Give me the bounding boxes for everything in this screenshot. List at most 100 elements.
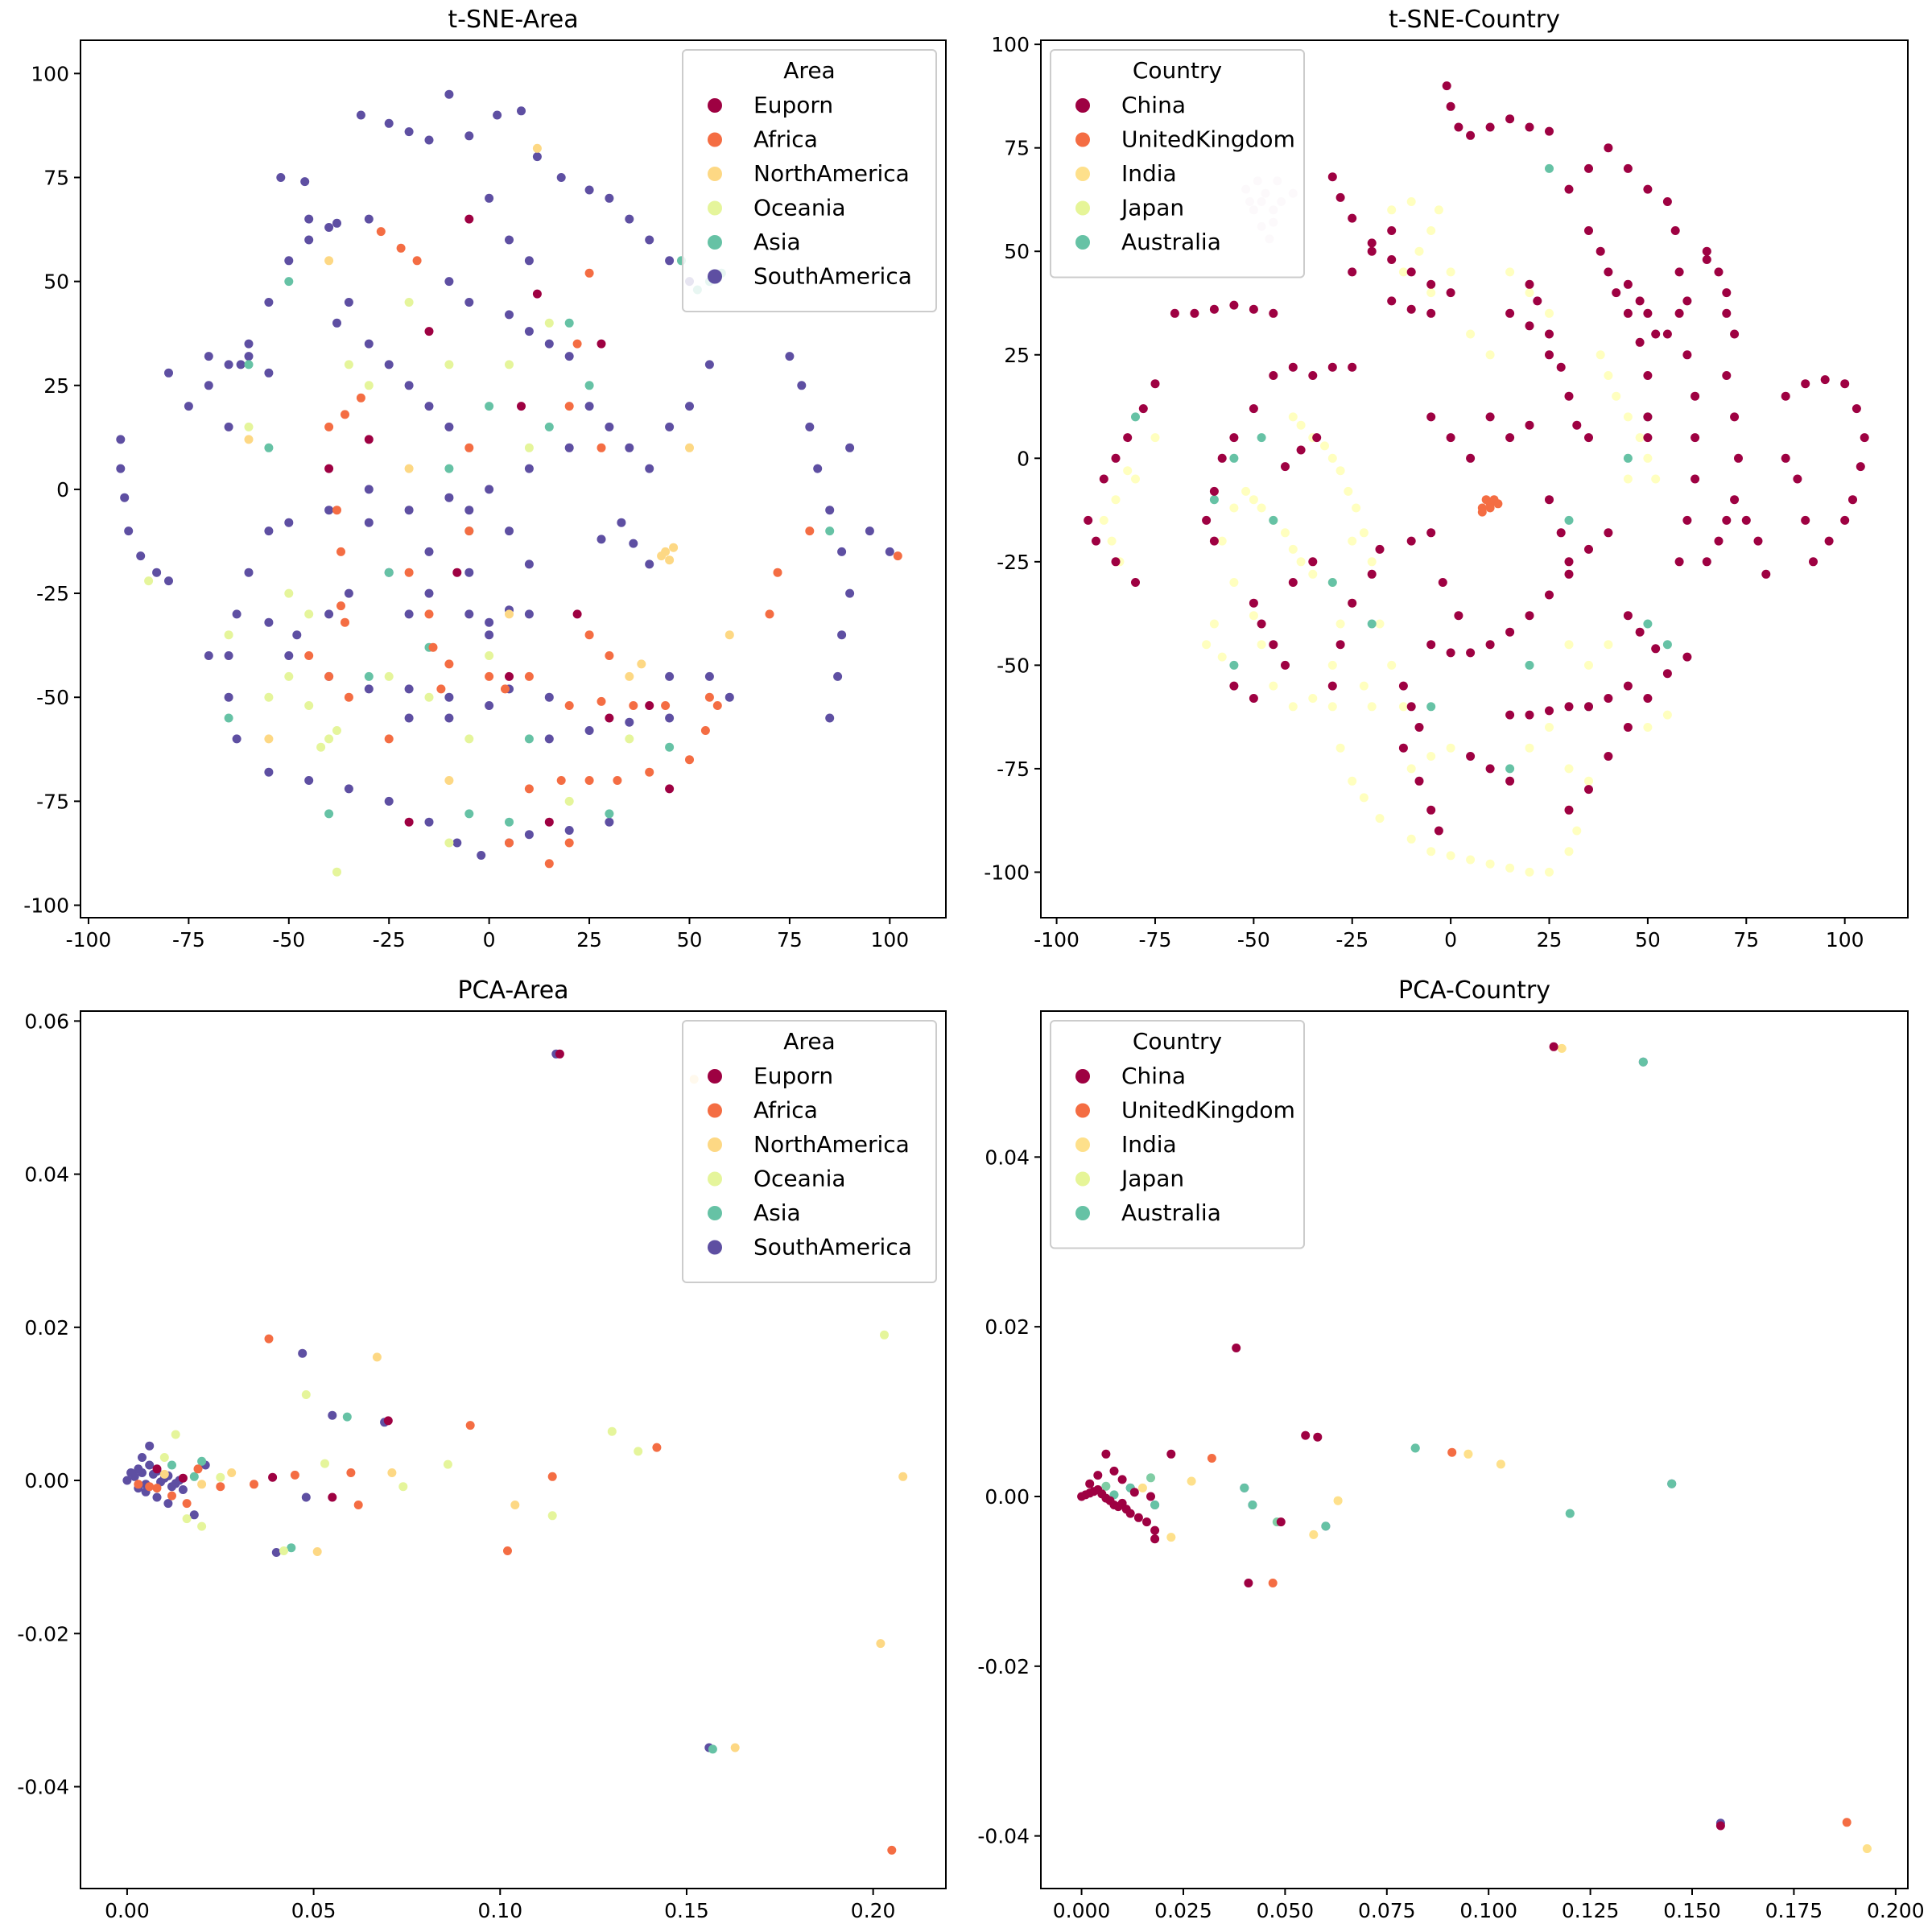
- scatter-point-africa: [524, 671, 534, 681]
- scatter-point-northamerica: [625, 671, 634, 681]
- scatter-point-southamerica: [324, 609, 334, 619]
- scatter-point-india: [1496, 1459, 1505, 1469]
- scatter-point-china: [1426, 308, 1436, 318]
- scatter-point-china: [1674, 557, 1684, 567]
- scatter-point: [1335, 619, 1345, 629]
- x-tick-label: 0.150: [1663, 1899, 1721, 1922]
- scatter-point-africa: [465, 1421, 475, 1430]
- scatter-point-china: [1730, 412, 1740, 422]
- scatter-point-oceania: [197, 1521, 207, 1531]
- scatter-point-southamerica: [544, 692, 554, 702]
- scatter-point: [1485, 859, 1495, 869]
- scatter-point-china: [1485, 412, 1495, 422]
- scatter-point-china: [1092, 536, 1100, 546]
- scatter-point: [1387, 205, 1397, 215]
- legend-marker-india: [1075, 167, 1090, 181]
- scatter-point-oceania: [159, 1453, 169, 1462]
- scatter-point-china: [1643, 184, 1653, 194]
- scatter-point-asia: [524, 734, 534, 744]
- scatter-point-southamerica: [524, 609, 534, 619]
- scatter-point-china: [1643, 694, 1653, 703]
- scatter-point-southamerica: [264, 298, 274, 307]
- scatter-point-china: [1674, 267, 1684, 277]
- legend-label-euporn: Euporn: [753, 92, 833, 118]
- scatter-point-oceania: [344, 360, 353, 369]
- scatter-point-euporn: [268, 1472, 278, 1482]
- scatter-point: [1426, 752, 1436, 761]
- scatter-point-china: [1249, 304, 1258, 314]
- scatter-point-southamerica: [665, 713, 675, 723]
- scatter-point-china: [1702, 557, 1711, 567]
- scatter-point-australia: [1545, 163, 1554, 173]
- scatter-point-china: [1635, 627, 1645, 637]
- scatter-point-china: [1229, 300, 1239, 310]
- scatter-point: [1320, 441, 1329, 451]
- scatter-point-china: [1125, 1509, 1135, 1518]
- scatter-point-china: [1426, 279, 1436, 289]
- scatter-point-china: [1150, 1525, 1160, 1535]
- scatter-point-australia: [1269, 515, 1278, 525]
- scatter-point-oceania: [324, 734, 334, 744]
- scatter-point-africa: [336, 547, 345, 556]
- y-tick-label: -0.04: [977, 1825, 1030, 1848]
- scatter-point-southamerica: [837, 630, 847, 640]
- scatter-point-southamerica: [424, 588, 434, 598]
- scatter-point-southamerica: [163, 1499, 173, 1509]
- scatter-point-southamerica: [264, 617, 274, 627]
- scatter-point-southamerica: [625, 214, 634, 224]
- y-tick-label: -75: [36, 790, 69, 813]
- scatter-point-northamerica: [372, 1352, 382, 1362]
- scatter-point-china: [1734, 453, 1743, 463]
- scatter-point-northamerica: [532, 143, 542, 153]
- scatter-point-southamerica: [244, 352, 254, 361]
- x-tick-label: 0.050: [1257, 1899, 1315, 1922]
- legend-marker-africa: [708, 1103, 722, 1118]
- scatter-point-southamerica: [424, 547, 434, 556]
- x-tick-label: 0.200: [1867, 1899, 1925, 1922]
- scatter-point-euporn: [324, 464, 334, 473]
- x-tick-label: 0.075: [1358, 1899, 1416, 1922]
- scatter-point-china: [1454, 611, 1463, 621]
- legend-title: Country: [1133, 1028, 1222, 1055]
- scatter-point-southamerica: [524, 559, 534, 569]
- scatter-point-china: [1702, 255, 1711, 264]
- scatter-point-china: [1781, 391, 1790, 401]
- scatter-point-africa: [704, 692, 714, 702]
- scatter-point-southamerica: [232, 609, 242, 619]
- scatter-point-china: [1564, 569, 1574, 579]
- scatter-point-oceania: [443, 1459, 452, 1469]
- scatter-point-southamerica: [485, 630, 494, 640]
- scatter-point-southamerica: [236, 360, 246, 369]
- scatter-point-china: [1438, 578, 1447, 587]
- scatter-point-china: [1525, 420, 1534, 430]
- scatter-point-africa: [564, 402, 574, 411]
- scatter-point-asia: [464, 809, 474, 819]
- scatter-point-southamerica: [813, 464, 823, 473]
- scatter-point-oceania: [279, 1546, 288, 1555]
- scatter-point-china: [1109, 1466, 1119, 1476]
- legend-marker-oceania: [708, 1171, 722, 1187]
- scatter-point: [1217, 652, 1227, 662]
- scatter-point-southamerica: [301, 1492, 311, 1502]
- scatter-point: [1249, 611, 1258, 621]
- scatter-point: [1434, 205, 1443, 215]
- legend-marker-australia: [1075, 235, 1090, 250]
- x-tick-label: -75: [172, 928, 205, 952]
- scatter-point: [1367, 702, 1377, 712]
- scatter-point: [1296, 420, 1306, 430]
- scatter-point-africa: [712, 701, 722, 710]
- scatter-point-china: [1111, 453, 1121, 463]
- scatter-point-china: [1643, 433, 1653, 443]
- scatter-point-southamerica: [232, 734, 242, 744]
- scatter-point-euporn: [464, 214, 474, 224]
- scatter-point-china: [1093, 1471, 1103, 1480]
- scatter-point-china: [1111, 557, 1121, 567]
- scatter-point-china: [1852, 404, 1861, 414]
- scatter-point-india: [1309, 1530, 1319, 1539]
- scatter-point-southamerica: [224, 360, 233, 369]
- scatter-point-southamerica: [384, 118, 394, 128]
- scatter-point-southamerica: [292, 630, 302, 640]
- x-tick-label: 0.125: [1562, 1899, 1620, 1922]
- axes-frame: [1040, 39, 1909, 919]
